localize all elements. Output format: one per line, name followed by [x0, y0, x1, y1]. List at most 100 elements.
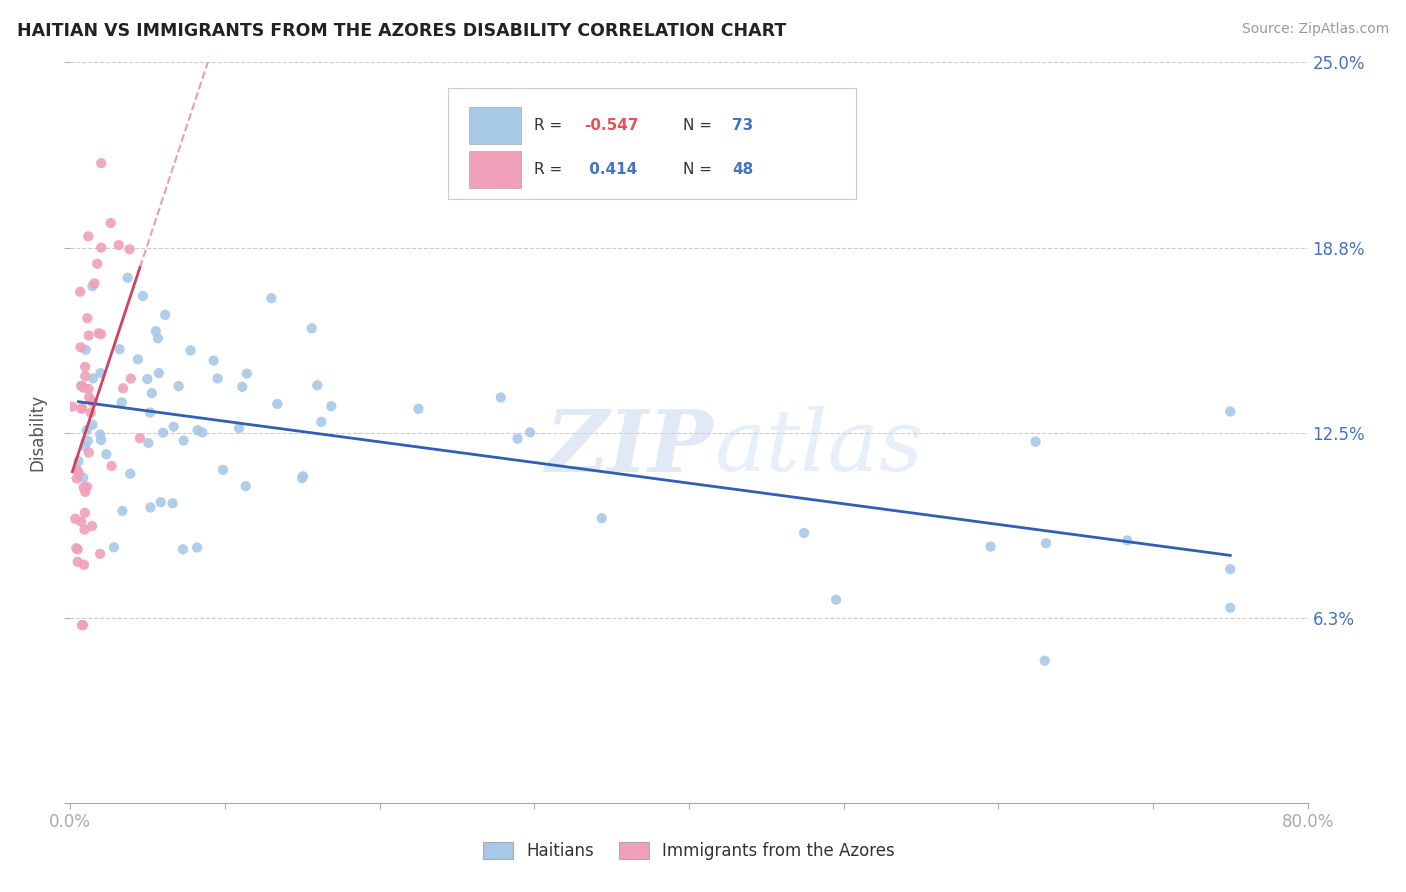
Point [236, 367, 259, 381]
Point [980, 540, 1002, 554]
Text: ZIP: ZIP [546, 406, 714, 489]
Point [1219, 404, 1241, 418]
Point [80, 406, 103, 420]
Point [69, 285, 91, 299]
Point [825, 592, 848, 607]
Bar [468, 107, 520, 144]
Point [82, 395, 104, 409]
Text: N =: N = [683, 162, 717, 178]
Point [145, 324, 167, 338]
Point [70, 515, 93, 529]
Point [162, 419, 184, 434]
Point [72, 618, 94, 632]
Point [129, 431, 152, 445]
Point [77, 229, 100, 244]
Point [100, 458, 122, 473]
Point [1035, 536, 1057, 550]
Point [90, 433, 112, 447]
Point [86, 257, 108, 271]
Point [132, 289, 155, 303]
Point [90, 241, 112, 255]
Point [100, 216, 122, 230]
Point [311, 415, 333, 429]
Point [167, 379, 190, 393]
Point [127, 352, 149, 367]
Text: 48: 48 [733, 162, 754, 178]
Point [77, 445, 100, 459]
Point [82, 417, 104, 432]
Point [408, 401, 430, 416]
Point [1219, 562, 1241, 576]
Point [72, 381, 94, 395]
Point [103, 541, 125, 555]
Point [172, 542, 194, 557]
Y-axis label: Disability: Disability [28, 394, 46, 471]
Point [266, 397, 288, 411]
Point [136, 372, 159, 386]
Point [1219, 600, 1241, 615]
Point [65, 541, 87, 556]
Point [82, 279, 104, 293]
Point [139, 500, 162, 515]
Point [1116, 533, 1139, 548]
Point [70, 401, 93, 416]
Point [70, 401, 93, 415]
Point [73, 523, 96, 537]
Point [111, 395, 134, 409]
Point [489, 391, 512, 405]
Point [73, 506, 96, 520]
Point [96, 447, 118, 461]
Point [153, 308, 176, 322]
Point [70, 379, 93, 393]
Point [73, 439, 96, 453]
Point [60, 400, 83, 414]
Point [301, 321, 323, 335]
Text: 73: 73 [733, 118, 754, 133]
Point [65, 512, 87, 526]
Point [139, 406, 162, 420]
Point [117, 270, 139, 285]
Point [180, 343, 202, 358]
Point [591, 511, 613, 525]
Point [307, 378, 329, 392]
Point [66, 555, 89, 569]
Point [87, 326, 110, 341]
Point [187, 423, 209, 437]
Point [146, 331, 169, 345]
Point [70, 379, 93, 393]
Point [66, 463, 89, 477]
Point [186, 541, 208, 555]
Point [1025, 434, 1047, 449]
FancyBboxPatch shape [447, 88, 856, 200]
Text: atlas: atlas [714, 406, 922, 489]
Point [228, 421, 250, 435]
Point [66, 542, 89, 557]
Point [75, 359, 97, 374]
Point [152, 425, 174, 440]
Point [120, 371, 142, 385]
Point [149, 495, 172, 509]
Legend: Haitians, Immigrants from the Azores: Haitians, Immigrants from the Azores [474, 834, 904, 869]
Point [76, 423, 98, 437]
Point [79, 392, 101, 407]
Point [72, 471, 94, 485]
Point [75, 343, 97, 357]
Point [793, 525, 815, 540]
Point [107, 238, 129, 252]
Point [76, 311, 98, 326]
Point [120, 467, 142, 481]
Point [83, 277, 105, 291]
Point [76, 480, 98, 494]
Point [90, 366, 112, 380]
Point [260, 291, 283, 305]
Point [75, 369, 97, 384]
Point [108, 342, 131, 356]
Point [138, 436, 160, 450]
Point [235, 479, 257, 493]
Point [90, 156, 112, 170]
Point [77, 382, 100, 396]
Point [231, 380, 253, 394]
Text: N =: N = [683, 118, 717, 133]
Point [75, 484, 97, 499]
Point [112, 381, 135, 395]
